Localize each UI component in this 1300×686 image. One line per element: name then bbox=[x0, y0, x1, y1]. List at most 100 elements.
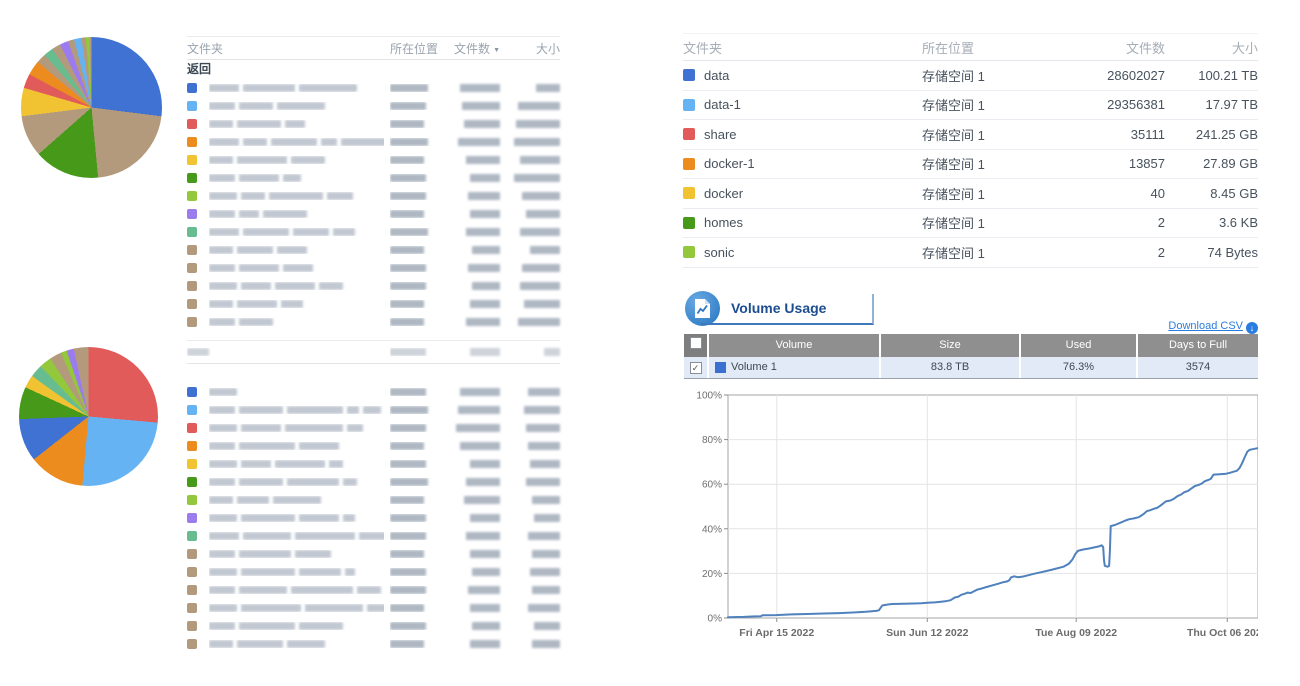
redacted-text bbox=[390, 102, 426, 110]
column-header-location[interactable]: 所在位置 bbox=[922, 40, 975, 56]
redacted-text bbox=[341, 138, 384, 146]
redacted-text bbox=[209, 246, 233, 254]
redacted-folder-name bbox=[209, 318, 384, 326]
folder-list-row[interactable] bbox=[187, 437, 560, 455]
download-icon[interactable]: ↓ bbox=[1246, 322, 1258, 334]
redacted-count bbox=[440, 210, 500, 218]
folder-list-row[interactable] bbox=[187, 169, 560, 187]
folder-list-row[interactable] bbox=[187, 491, 560, 509]
top-folder-list: 文件夹 所在位置 文件数 ▼ 大小 返回 bbox=[187, 36, 560, 331]
redacted-text bbox=[390, 246, 424, 254]
row-checkbox-cell[interactable]: ✓ bbox=[684, 357, 707, 378]
folder-table-row[interactable]: data 存储空间 1 28602027 100.21 TB bbox=[683, 61, 1258, 91]
redacted-text bbox=[243, 84, 295, 92]
folder-table-row[interactable]: sonic 存储空间 1 2 74 Bytes bbox=[683, 238, 1258, 268]
column-header-volume: Volume bbox=[709, 334, 879, 357]
redacted-text bbox=[239, 264, 279, 272]
column-header-location[interactable]: 所在位置 bbox=[390, 41, 439, 56]
redacted-text bbox=[209, 264, 235, 272]
column-header-folder[interactable]: 文件夹 bbox=[187, 41, 224, 56]
folder-list-row[interactable] bbox=[187, 79, 560, 97]
folder-table-row[interactable]: docker 存储空间 1 40 8.45 GB bbox=[683, 179, 1258, 209]
folder-list-row[interactable] bbox=[187, 419, 560, 437]
folder-name: data-1 bbox=[704, 97, 741, 113]
folder-list-row[interactable] bbox=[187, 401, 560, 419]
folder-list-row[interactable] bbox=[187, 295, 560, 313]
column-header-count[interactable]: 文件数 bbox=[1125, 40, 1165, 56]
folder-list-row[interactable] bbox=[187, 383, 560, 401]
folder-list-row[interactable] bbox=[187, 205, 560, 223]
checkbox-empty-icon[interactable] bbox=[689, 337, 702, 349]
section-title: Volume Usage bbox=[731, 300, 827, 316]
folder-table-row[interactable]: docker-1 存储空间 1 13857 27.89 GB bbox=[683, 150, 1258, 179]
redacted-text bbox=[209, 604, 237, 612]
folder-list-row[interactable] bbox=[187, 509, 560, 527]
folder-color-icon bbox=[187, 83, 197, 93]
folder-list-row[interactable] bbox=[187, 187, 560, 205]
folder-list-row[interactable] bbox=[187, 455, 560, 473]
y-axis-label: 20% bbox=[702, 569, 722, 580]
redacted-text bbox=[367, 604, 384, 612]
redacted-text bbox=[243, 138, 267, 146]
folder-list-row[interactable] bbox=[187, 473, 560, 491]
folder-list-header: 文件夹 所在位置 文件数 ▼ 大小 bbox=[187, 36, 560, 60]
select-all-checkbox-cell[interactable] bbox=[684, 334, 707, 357]
column-header-size[interactable]: 大小 bbox=[1231, 40, 1258, 56]
folder-list-row[interactable] bbox=[187, 151, 560, 169]
column-header-count[interactable]: 文件数 ▼ bbox=[454, 41, 500, 56]
redacted-text bbox=[277, 246, 307, 254]
redacted-count bbox=[440, 532, 500, 540]
folder-list-row[interactable] bbox=[187, 97, 560, 115]
column-header-folder[interactable]: 文件夹 bbox=[683, 40, 723, 56]
redacted-location bbox=[390, 174, 434, 182]
redacted-count bbox=[440, 192, 500, 200]
folder-list-row[interactable] bbox=[187, 527, 560, 545]
download-csv-label[interactable]: Download CSV bbox=[1168, 320, 1243, 332]
redacted-text bbox=[209, 478, 235, 486]
folder-list-row[interactable] bbox=[187, 563, 560, 581]
redacted-header bbox=[390, 348, 434, 356]
redacted-text bbox=[333, 228, 355, 236]
folder-color-icon bbox=[187, 191, 197, 201]
folder-list-row[interactable] bbox=[187, 599, 560, 617]
checkbox-checked-icon[interactable]: ✓ bbox=[689, 362, 702, 374]
back-row[interactable]: 返回 bbox=[187, 62, 212, 76]
volume-row[interactable]: ✓ Volume 1 83.8 TB 76.3% 3574 bbox=[684, 357, 1258, 379]
redacted-text bbox=[209, 120, 233, 128]
redacted-text bbox=[241, 514, 295, 522]
volume-usage-table: Volume Size Used Days to Full ✓ Volume 1… bbox=[684, 334, 1258, 379]
folder-list-row[interactable] bbox=[187, 545, 560, 563]
folder-list-row[interactable] bbox=[187, 241, 560, 259]
folder-list-row[interactable] bbox=[187, 277, 560, 295]
redacted-text bbox=[390, 622, 426, 630]
redacted-text bbox=[390, 282, 426, 290]
folder-list-row[interactable] bbox=[187, 617, 560, 635]
column-header-size[interactable]: 大小 bbox=[535, 41, 560, 56]
folder-list-row[interactable] bbox=[187, 635, 560, 653]
redacted-text bbox=[209, 550, 235, 558]
back-row-redacted[interactable] bbox=[187, 364, 560, 383]
bottom-folders-pie-chart[interactable] bbox=[19, 347, 158, 486]
folder-table-row[interactable]: data-1 存储空间 1 29356381 17.97 TB bbox=[683, 91, 1258, 120]
folder-table-row[interactable]: share 存储空间 1 35111 241.25 GB bbox=[683, 120, 1258, 150]
folder-list-row[interactable] bbox=[187, 259, 560, 277]
redacted-count bbox=[440, 514, 500, 522]
folder-table-row[interactable]: homes 存储空间 1 2 3.6 KB bbox=[683, 209, 1258, 238]
redacted-text bbox=[237, 640, 283, 648]
folder-size: 27.89 GB bbox=[1203, 156, 1258, 172]
redacted-text bbox=[281, 300, 303, 308]
redacted-size bbox=[506, 102, 560, 110]
folder-list-row[interactable] bbox=[187, 115, 560, 133]
volume-table-header: Volume Size Used Days to Full bbox=[684, 334, 1258, 357]
top-folders-pie-chart[interactable] bbox=[21, 37, 162, 178]
download-csv-link[interactable]: Download CSV ↓ bbox=[1140, 320, 1258, 334]
folder-list-row[interactable] bbox=[187, 581, 560, 599]
folder-list-row[interactable] bbox=[187, 313, 560, 331]
redacted-folder-name bbox=[209, 424, 384, 432]
folder-list-row[interactable] bbox=[187, 133, 560, 151]
redacted-size bbox=[506, 478, 560, 486]
redacted-text bbox=[209, 318, 235, 326]
redacted-text bbox=[464, 496, 500, 504]
folder-list-row[interactable] bbox=[187, 223, 560, 241]
redacted-location bbox=[390, 514, 434, 522]
